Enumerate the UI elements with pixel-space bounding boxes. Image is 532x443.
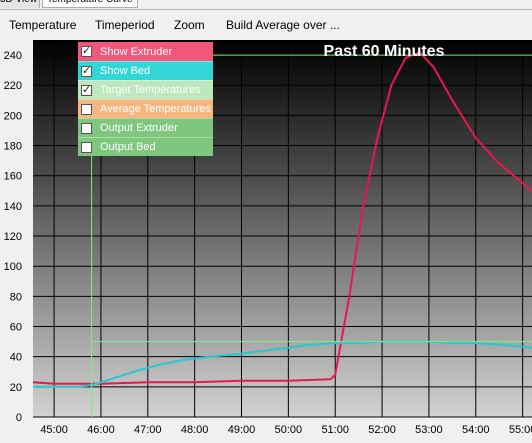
- x-tick-label: 54:00: [462, 424, 490, 436]
- x-tick-label: 51:00: [321, 424, 349, 436]
- series-line-bed: [33, 340, 532, 388]
- y-tick-label: 220: [4, 80, 22, 92]
- series-line-extruder: [32, 51, 532, 385]
- y-tick-label: 240: [4, 50, 22, 62]
- y-tick-label: 160: [4, 171, 22, 183]
- y-tick-label: 40: [10, 352, 22, 364]
- y-tick-label: 140: [4, 201, 22, 213]
- output-extruder-checkbox[interactable]: [81, 122, 92, 134]
- x-tick-label: 50:00: [275, 424, 303, 436]
- x-tick-label: 52:00: [368, 424, 396, 436]
- legend-average-temperatures[interactable]: Average Temperatures: [78, 99, 213, 118]
- menu-bar: Temperature Timeperiod Zoom Build Averag…: [0, 10, 532, 40]
- menu-timeperiod[interactable]: Timeperiod: [95, 18, 155, 32]
- y-tick-label: 100: [4, 261, 22, 273]
- legend-label: Show Bed: [100, 65, 151, 77]
- x-tick-label: 55:00: [509, 424, 532, 436]
- x-tick-label: 48:00: [181, 424, 209, 436]
- y-tick-label: 60: [10, 322, 22, 334]
- tab-3d-view[interactable]: 3D View: [0, 0, 40, 8]
- chart-title: Past 60 Minutes: [324, 43, 445, 60]
- x-tick-label: 45:00: [40, 424, 68, 436]
- menu-zoom[interactable]: Zoom: [174, 18, 205, 32]
- y-tick-label: 20: [10, 382, 22, 394]
- y-tick-label: 80: [10, 291, 22, 303]
- tab-bar: 3D View Temperature Curve: [0, 0, 532, 10]
- target-temperatures-checkbox[interactable]: [81, 83, 92, 96]
- tab-temperature-curve[interactable]: Temperature Curve: [42, 0, 138, 8]
- y-tick-label: 0: [16, 412, 22, 424]
- output-bed-checkbox[interactable]: [81, 141, 92, 153]
- legend-show-bed[interactable]: Show Bed: [78, 61, 213, 80]
- legend-show-extruder[interactable]: Show Extruder: [78, 42, 213, 61]
- show-bed-checkbox[interactable]: [81, 64, 92, 77]
- menu-temperature[interactable]: Temperature: [9, 18, 77, 32]
- x-tick-label: 53:00: [415, 424, 443, 436]
- legend-label: Show Extruder: [100, 45, 173, 58]
- x-tick-label: 46:00: [87, 424, 115, 436]
- legend-output-bed[interactable]: Output Bed: [78, 137, 213, 156]
- legend-panel: Show Extruder Show Bed Target Temperatur…: [78, 42, 213, 156]
- average-temperatures-checkbox[interactable]: [81, 103, 92, 115]
- legend-label: Output Bed: [100, 141, 156, 153]
- x-tick-label: 49:00: [228, 424, 256, 436]
- x-tick-label: 47:00: [134, 424, 162, 436]
- y-tick-label: 180: [4, 141, 22, 153]
- legend-label: Target Temperatures: [100, 84, 201, 96]
- y-tick-label: 120: [4, 231, 22, 243]
- menu-build-average[interactable]: Build Average over ...: [226, 18, 340, 32]
- legend-label: Output Extruder: [100, 122, 178, 134]
- show-extruder-checkbox[interactable]: [81, 44, 92, 57]
- legend-target-temperatures[interactable]: Target Temperatures: [78, 80, 213, 99]
- legend-label: Average Temperatures: [100, 103, 211, 115]
- y-tick-label: 200: [4, 110, 22, 122]
- legend-output-extruder[interactable]: Output Extruder: [78, 118, 213, 137]
